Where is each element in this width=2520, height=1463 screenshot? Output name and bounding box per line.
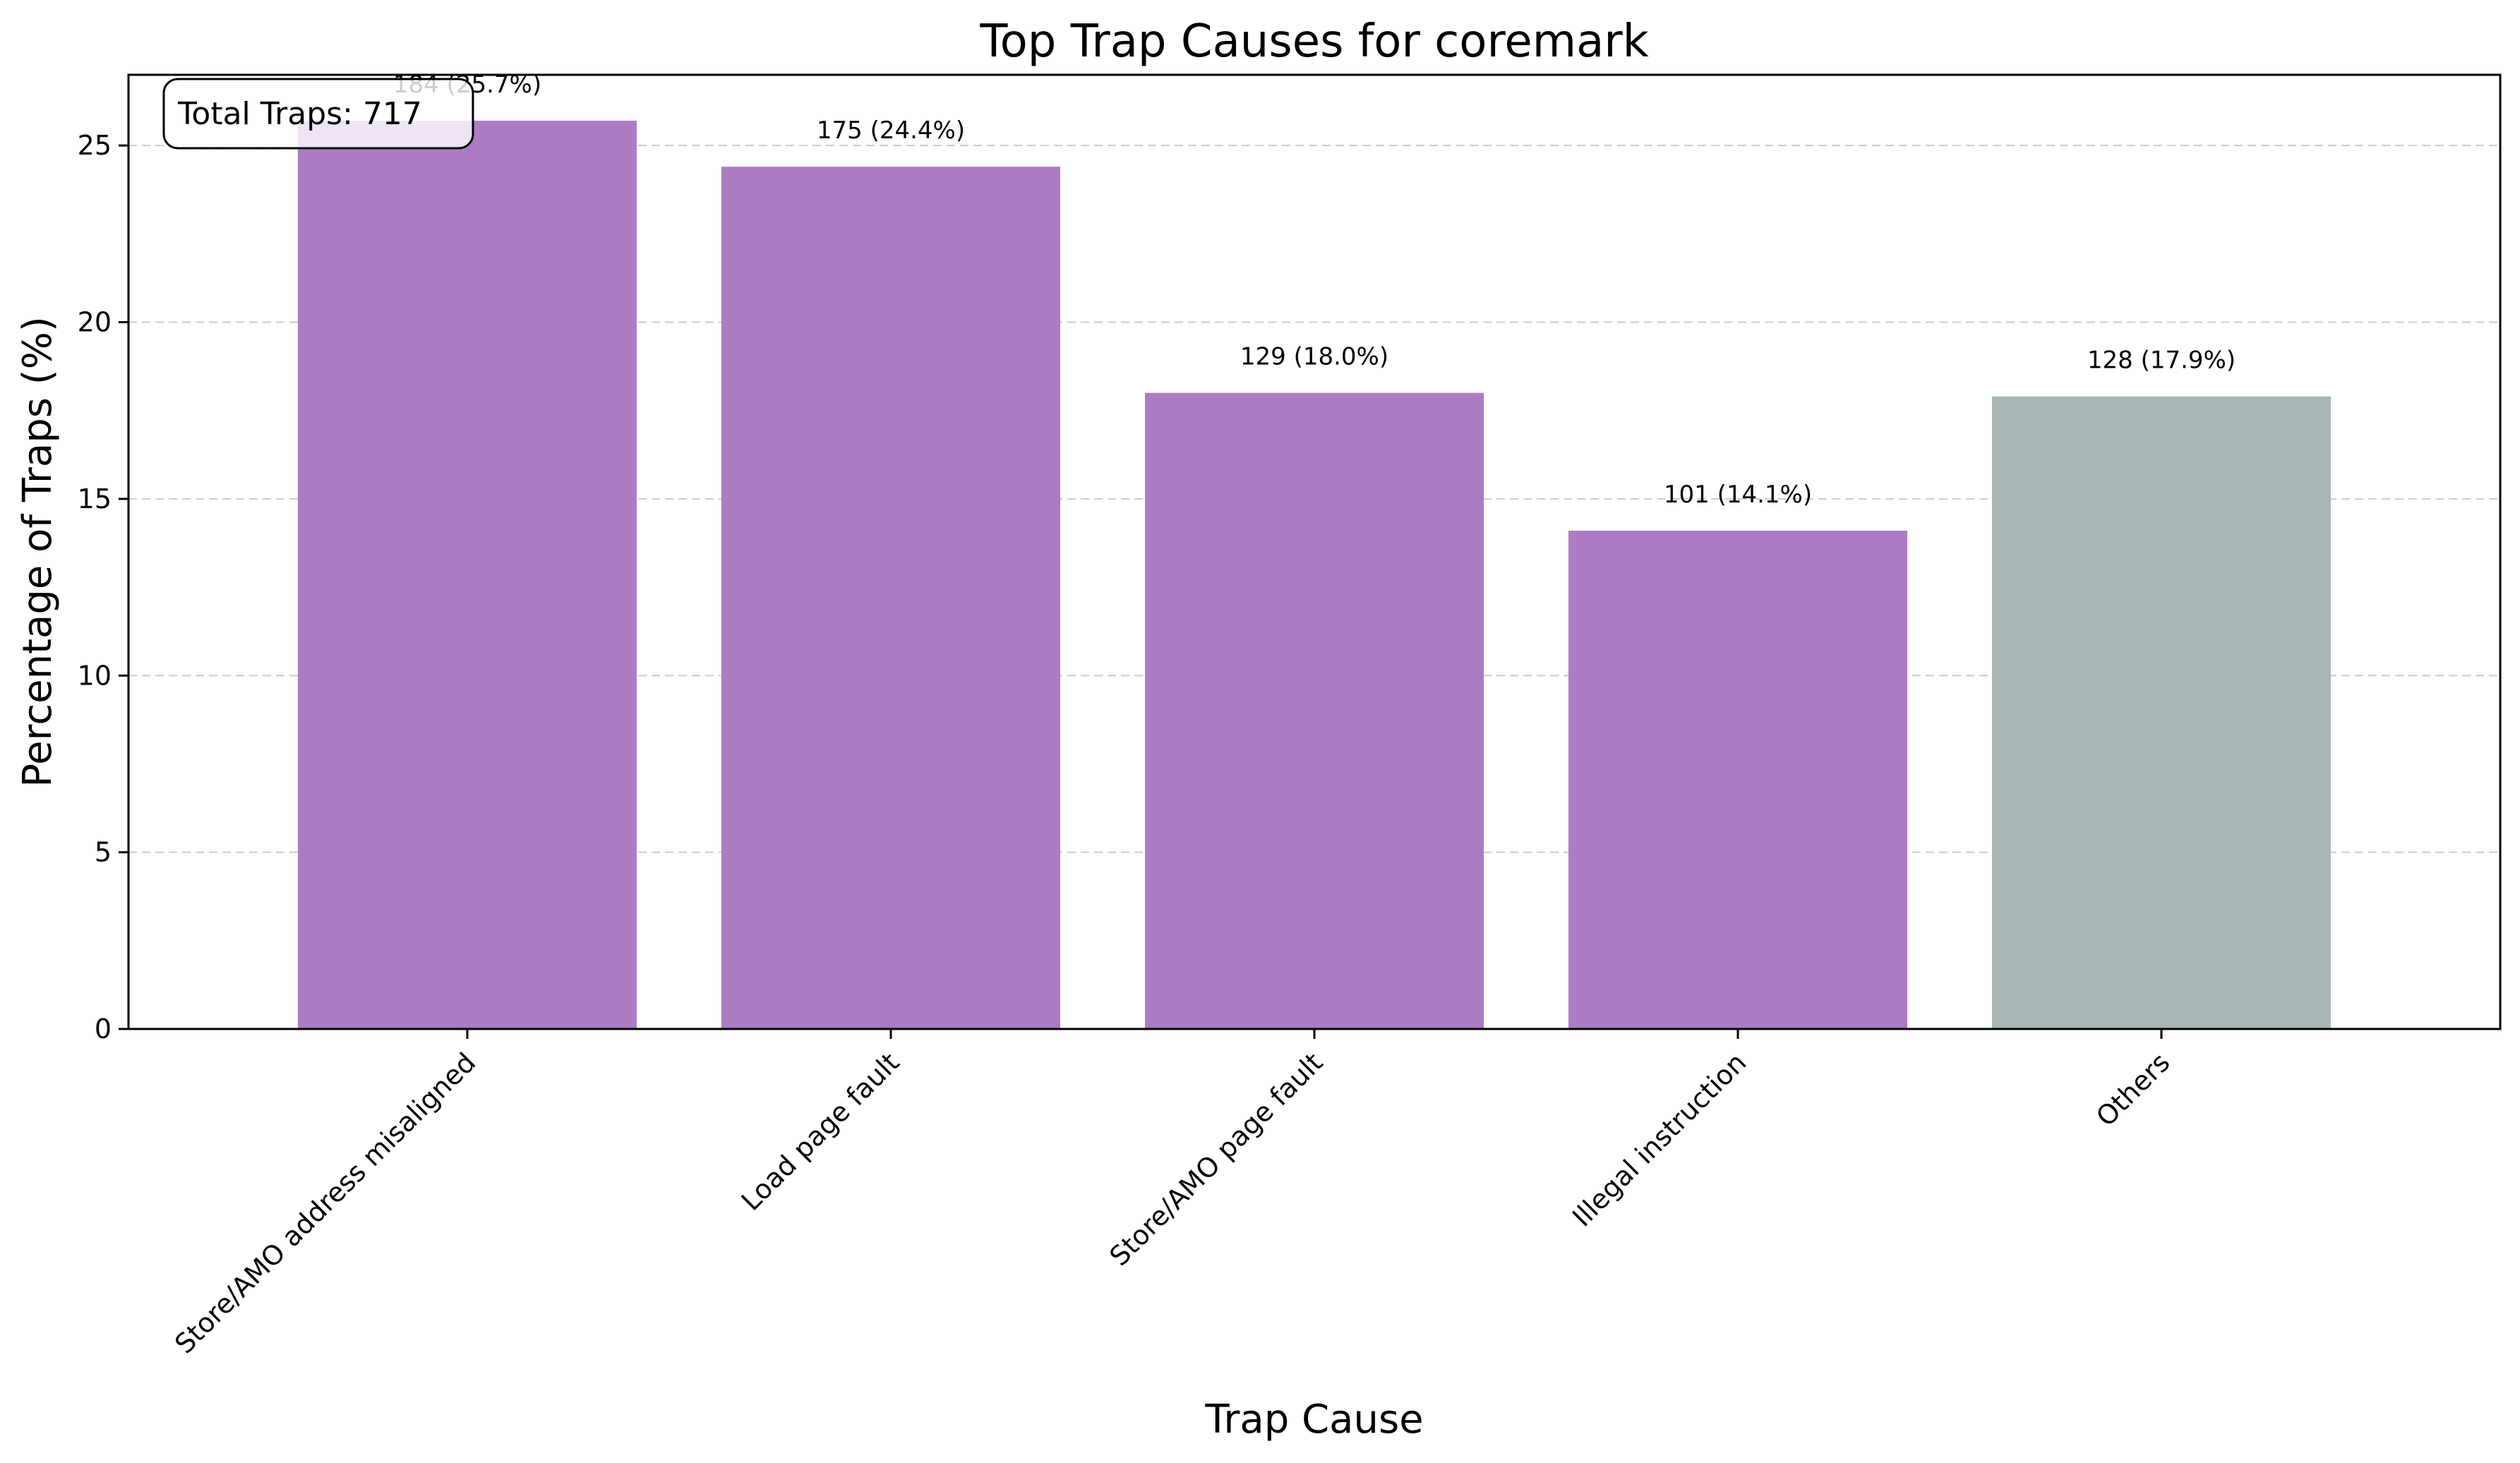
y-tick-label: 5 [95, 837, 112, 868]
annotation-box [162, 78, 474, 150]
y-tick-label: 25 [78, 130, 112, 161]
bar-value-label: 129 (18.0%) [1240, 343, 1388, 371]
chart-title: Top Trap Causes for coremark [979, 16, 1648, 68]
x-axis-ticks: Store/AMO address misaligned Load page fa… [169, 1029, 2176, 1360]
bar [721, 167, 1060, 1029]
annotation-text: Total Traps: 717 [177, 96, 422, 132]
total-traps-annotation: Total Traps: 717 [162, 78, 474, 150]
x-tick-label: Store/AMO page fault [1103, 1047, 1328, 1272]
y-tick-label: 0 [95, 1013, 112, 1044]
bar [1568, 530, 1907, 1029]
x-tick-label: Load page fault [736, 1047, 906, 1217]
bar [1992, 396, 2331, 1029]
x-tick-label: Others [2090, 1047, 2176, 1132]
bar-value-label: 175 (24.4%) [817, 116, 965, 145]
y-axis-label: Percentage of Traps (%) [15, 316, 61, 787]
bar-value-label: 128 (17.9%) [2087, 347, 2236, 375]
bar [1145, 392, 1484, 1029]
bar [298, 121, 637, 1029]
x-axis-label: Trap Cause [1204, 1397, 1423, 1443]
bar-value-label: 101 (14.1%) [1664, 481, 1812, 509]
y-tick-label: 15 [78, 483, 112, 514]
x-tick-label: Illegal instruction [1566, 1047, 1752, 1232]
y-axis-ticks: 0 5 10 15 20 25 [78, 130, 128, 1044]
y-tick-label: 20 [78, 307, 112, 338]
bars [298, 121, 2331, 1029]
y-tick-label: 10 [78, 660, 112, 691]
x-tick-label: Store/AMO address misaligned [169, 1047, 481, 1359]
